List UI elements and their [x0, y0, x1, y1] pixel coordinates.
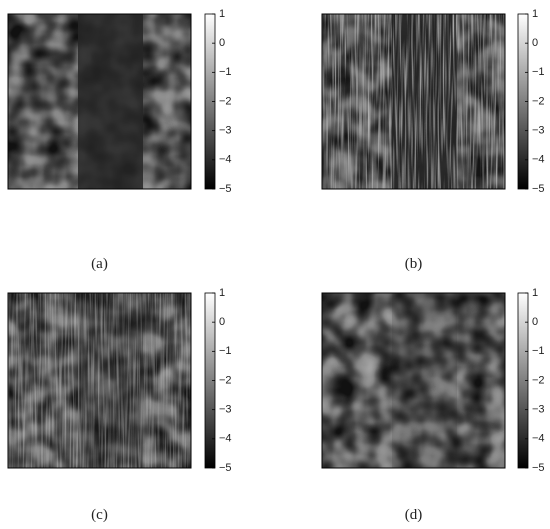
image-texture — [322, 293, 505, 468]
image-dark-band — [392, 293, 457, 468]
colorbar-tick-label: −5 — [532, 183, 545, 195]
colorbar-tick-label: 1 — [219, 287, 225, 299]
colorbar-tick-label: 0 — [532, 316, 538, 328]
panel-label: (c) — [91, 507, 108, 523]
image-frame — [321, 292, 506, 469]
colorbar-tick-label: −1 — [532, 66, 545, 78]
image-streaks — [322, 14, 505, 189]
panel: 1 0 −1 −2 −3 −4 −5 (d) — [321, 287, 545, 523]
colorbar-tick-label: 0 — [219, 37, 225, 49]
colorbar-tick-label: −1 — [219, 345, 232, 357]
colorbar-tick-label: −3 — [532, 125, 545, 137]
colorbar-tick-label: 1 — [532, 287, 538, 299]
colorbar-tick-label: −5 — [219, 462, 232, 474]
panel: 1 0 −1 −2 −3 −4 −5 (b) — [321, 8, 545, 272]
image-frame — [7, 13, 192, 190]
colorbar-tick-label: −2 — [532, 95, 545, 107]
panel-label: (b) — [405, 256, 423, 272]
colorbar-tick-label: −5 — [532, 462, 545, 474]
colorbar-tick-label: −4 — [219, 433, 232, 445]
colorbar-tick-label: −4 — [532, 154, 545, 166]
colorbar-tick-label: −3 — [219, 125, 232, 137]
image-streaks-dark — [322, 14, 505, 189]
colorbar-tick-label: −5 — [219, 183, 232, 195]
colorbar-tick-label: 1 — [219, 8, 225, 20]
colorbar-tick-label: 0 — [219, 316, 225, 328]
colorbar-tick-label: −1 — [532, 345, 545, 357]
image-dark-band — [78, 14, 143, 189]
colorbar-tick-label: 0 — [532, 37, 538, 49]
panel: 1 0 −1 −2 −3 −4 −5 (a) — [7, 8, 232, 272]
panel: 1 0 −1 −2 −3 −4 −5 (c) — [7, 287, 232, 523]
colorbar-tick-label: 1 — [532, 8, 538, 20]
image-streaks-dark — [8, 293, 191, 468]
colorbar-tick-label: −3 — [532, 404, 545, 416]
image-frame — [321, 13, 506, 190]
colorbar-tick-label: −1 — [219, 66, 232, 78]
colorbar-tick-label: −4 — [532, 433, 545, 445]
colorbar-tick-label: −2 — [219, 95, 232, 107]
colorbar-tick-label: −2 — [532, 374, 545, 386]
panel-label: (d) — [405, 507, 423, 523]
colorbar-tick-label: −3 — [219, 404, 232, 416]
image-frame — [7, 292, 192, 469]
colorbar-tick-label: −2 — [219, 374, 232, 386]
panel-label: (a) — [91, 256, 108, 272]
image-streaks — [8, 293, 191, 468]
colorbar-tick-label: −4 — [219, 154, 232, 166]
